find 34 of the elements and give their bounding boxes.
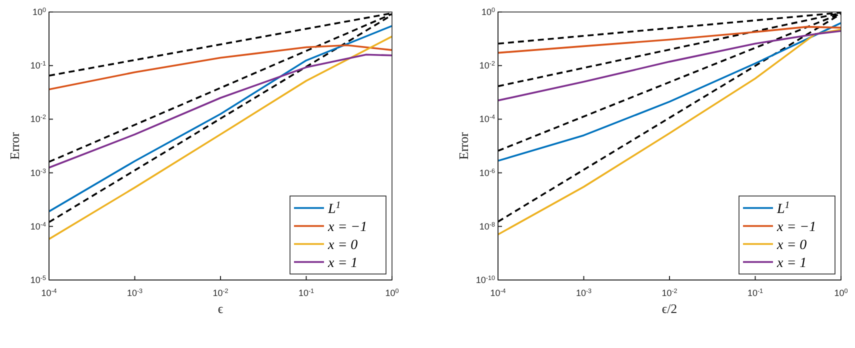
y-tick-label: 10$^{-1}$ [30, 60, 46, 71]
legend-label: x = −1 [327, 220, 368, 235]
y-tick-label: 10$^{-4}$ [30, 220, 46, 232]
x-tick-label: 10$^{-1}$ [747, 288, 764, 298]
y-tick-label: 10$^{-2}$ [30, 114, 46, 124]
y-tick-label: 10$^{-4}$ [479, 114, 496, 124]
y-tick-label: 10$^{0}$ [32, 6, 46, 17]
x-tick-label: 10$^{-2}$ [212, 288, 229, 298]
legend-label: x = 1 [327, 256, 358, 271]
y-tick-label: 10$^{-3}$ [30, 167, 46, 178]
y-axis-title: Error [456, 132, 471, 160]
legend-label: x = 0 [327, 238, 358, 253]
y-tick-label: 10$^{-5}$ [30, 274, 46, 285]
x-tick-label: 10$^{-3}$ [576, 288, 592, 298]
y-axis-title: Error [7, 132, 22, 160]
legend-label: L$^{1}$ [776, 200, 790, 217]
x-tick-label: 10$^{-1}$ [298, 288, 315, 298]
y-tick-label: 10$^{0}$ [481, 6, 496, 17]
x-tick-label: 10$^{-4}$ [490, 288, 506, 298]
x-tick-label: 10$^{-2}$ [662, 288, 678, 298]
y-tick-label: 10$^{-10}$ [476, 274, 496, 285]
legend-label: x = 1 [776, 256, 807, 271]
legend-label: x = 0 [776, 238, 807, 253]
x-tick-label: 10$^{-4}$ [41, 288, 58, 298]
legend-label: x = −1 [776, 220, 816, 235]
legend-label: L$^{1}$ [327, 200, 341, 217]
x-tick-label: 10$^{-3}$ [126, 288, 144, 298]
x-tick-label: 10$^{0}$ [385, 288, 400, 298]
y-tick-label: 10$^{-8}$ [479, 220, 496, 232]
x-tick-label: 10$^{0}$ [834, 288, 848, 298]
y-tick-label: 10$^{-6}$ [479, 167, 496, 178]
x-axis-title: ϵ/2 [662, 301, 678, 316]
x-axis-title: ϵ [218, 301, 224, 316]
y-tick-label: 10$^{-2}$ [479, 60, 496, 71]
